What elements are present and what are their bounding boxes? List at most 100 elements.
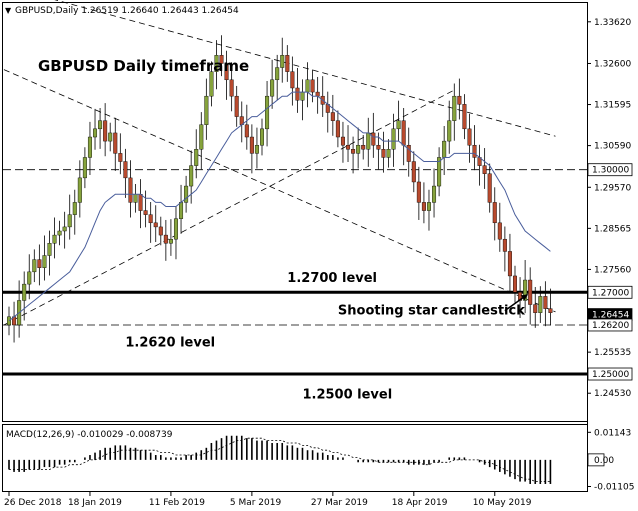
candle-body xyxy=(315,91,320,97)
candle-body xyxy=(72,202,77,215)
candle-body xyxy=(62,226,67,232)
candle-body xyxy=(305,79,310,93)
candle-body xyxy=(285,55,290,72)
candle-body xyxy=(138,194,143,211)
candle-body xyxy=(260,128,265,146)
candle-body xyxy=(42,255,47,268)
price-tick-label: 1.31595 xyxy=(594,101,631,111)
candle-body xyxy=(93,128,98,138)
time-tick-label: 11 Feb 2019 xyxy=(149,498,205,508)
price-tick-label: 1.27560 xyxy=(594,265,631,275)
candle-body xyxy=(437,157,442,187)
candle-body xyxy=(426,202,431,211)
time-tick-label: 27 Mar 2019 xyxy=(311,498,368,508)
candle-body xyxy=(381,149,386,158)
candle-body xyxy=(391,128,396,150)
price-tag-label: 1.30000 xyxy=(592,166,629,176)
macd-tick-label: -0.01105 xyxy=(594,483,634,493)
candle-body xyxy=(346,144,351,150)
candle-body xyxy=(538,296,543,313)
trendline-2 xyxy=(3,89,455,326)
chart-title: GBPUSD Daily timeframe xyxy=(38,57,249,75)
candle-body xyxy=(487,173,492,203)
candle-body xyxy=(492,202,497,224)
candle-body xyxy=(507,251,512,277)
time-tick-label: 10 May 2019 xyxy=(473,498,532,508)
candle-body xyxy=(310,79,315,93)
candle-body xyxy=(82,157,87,179)
price-tag-box xyxy=(587,285,633,299)
trendline-0 xyxy=(54,0,556,137)
price-tag-label: 1.27000 xyxy=(592,288,629,298)
candle-body xyxy=(214,55,219,72)
candle-body xyxy=(37,259,42,268)
candle-body xyxy=(52,234,57,244)
candle-body xyxy=(32,259,37,273)
time-tick-label: 26 Dec 2018 xyxy=(4,498,62,508)
price-tick-label: 1.28565 xyxy=(594,224,631,234)
candle-body xyxy=(356,144,361,154)
candle-body xyxy=(108,132,113,142)
candle-body xyxy=(184,185,189,203)
candle-body xyxy=(22,283,27,301)
candle-body xyxy=(548,308,553,313)
candle-body xyxy=(452,95,457,121)
candle-body xyxy=(371,132,376,146)
time-tick-label: 5 Mar 2019 xyxy=(230,498,282,508)
time-tick-label: 18 Jan 2019 xyxy=(68,498,122,508)
candle-body xyxy=(533,304,538,313)
macd-label: MACD(12,26,9) -0.010029 -0.008739 xyxy=(6,430,173,440)
candle-body xyxy=(290,71,295,89)
candles-layer xyxy=(6,35,553,343)
candle-body xyxy=(457,95,462,105)
candle-body xyxy=(543,296,548,309)
candle-body xyxy=(497,222,502,240)
candle-body xyxy=(113,132,118,154)
candle-body xyxy=(209,71,214,97)
candle-body xyxy=(280,55,285,68)
price-tag-label: 1.26454 xyxy=(592,311,629,321)
candle-body xyxy=(295,87,300,101)
candle-body xyxy=(254,144,259,154)
candle-body xyxy=(118,153,123,162)
price-tick-label: 1.32600 xyxy=(594,59,631,69)
price-tag-box xyxy=(587,318,633,332)
candle-body xyxy=(416,181,421,203)
candle-body xyxy=(204,95,209,125)
candle-body xyxy=(340,136,345,146)
candle-body xyxy=(123,161,128,179)
candle-body xyxy=(57,230,62,236)
price-tick-label: 1.25535 xyxy=(594,348,631,358)
time-tick-label: 18 Apr 2019 xyxy=(392,498,448,508)
arrow-head-icon xyxy=(520,294,528,301)
price-axis: 1.33620 1.32600 1.31595 1.30590 1.29570 1.285… xyxy=(587,18,631,399)
price-tag-label: 1.25000 xyxy=(592,370,629,380)
candle-body xyxy=(467,128,472,146)
candle-body xyxy=(482,165,487,174)
candle-body xyxy=(47,243,52,256)
candle-body xyxy=(244,124,249,138)
macd-axis: 0.01143 0.00 -0.01105 xyxy=(587,428,634,493)
candle-body xyxy=(396,120,401,130)
annotation-label: 1.2700 level xyxy=(287,271,377,286)
candle-body xyxy=(421,202,426,211)
candle-body xyxy=(189,165,194,187)
candle-body xyxy=(472,144,477,158)
candle-body xyxy=(502,238,507,252)
candle-body xyxy=(351,149,356,154)
header-triangle-icon: ▼ xyxy=(5,6,12,15)
annotation-label: 1.2500 level xyxy=(302,388,392,403)
candle-body xyxy=(128,177,133,203)
candle-body xyxy=(219,55,224,64)
candle-body xyxy=(528,279,533,305)
candle-body xyxy=(275,67,280,81)
candle-body xyxy=(103,120,108,142)
price-tag-box xyxy=(587,367,633,381)
candle-body xyxy=(411,161,416,183)
candle-body xyxy=(234,95,239,117)
macd-tick-label: 0.01143 xyxy=(594,428,631,438)
price-tick-label: 1.30590 xyxy=(594,142,631,152)
candle-body xyxy=(386,149,391,158)
candle-body xyxy=(442,140,447,158)
candle-body xyxy=(158,226,163,236)
